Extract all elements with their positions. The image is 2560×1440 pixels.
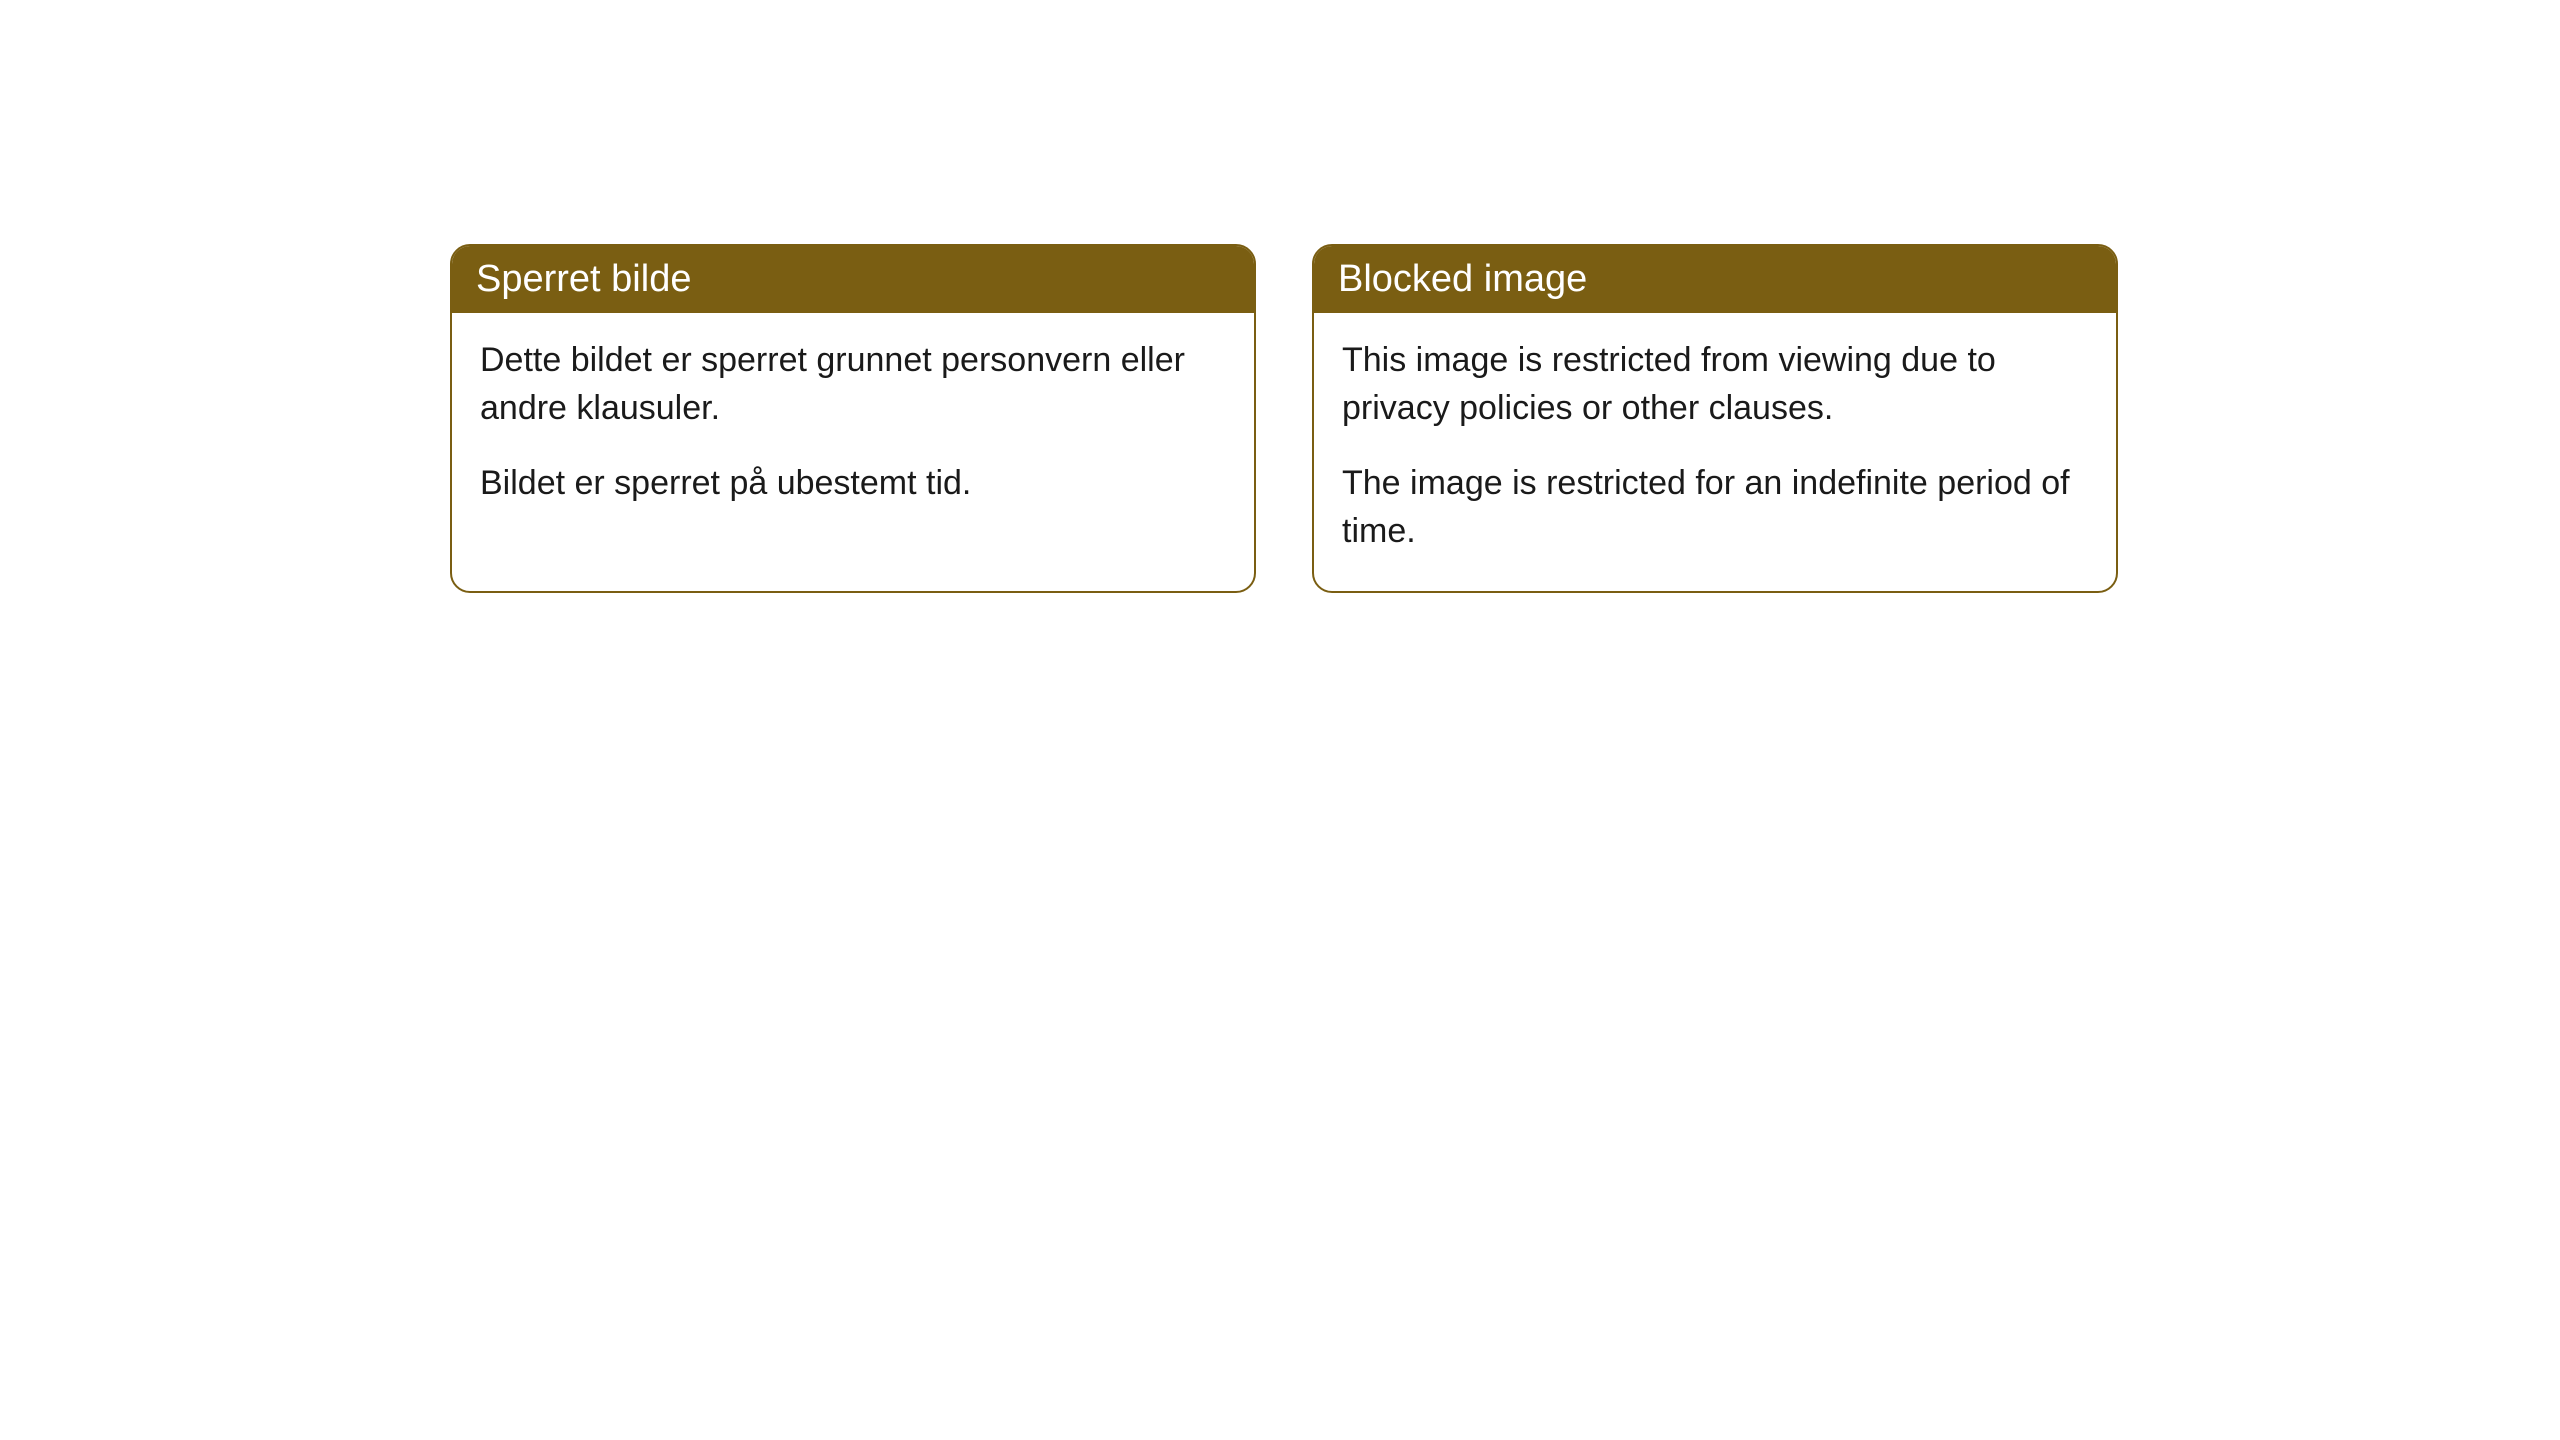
card-title: Sperret bilde (476, 258, 691, 300)
notice-cards-container: Sperret bilde Dette bildet er sperret gr… (450, 244, 2118, 593)
notice-card-english: Blocked image This image is restricted f… (1312, 244, 2118, 593)
card-title: Blocked image (1338, 258, 1587, 300)
card-paragraph-2: The image is restricted for an indefinit… (1342, 460, 2088, 555)
card-body-norwegian: Dette bildet er sperret grunnet personve… (452, 313, 1254, 544)
notice-card-norwegian: Sperret bilde Dette bildet er sperret gr… (450, 244, 1256, 593)
card-body-english: This image is restricted from viewing du… (1314, 313, 2116, 591)
card-paragraph-2: Bildet er sperret på ubestemt tid. (480, 460, 1226, 508)
card-paragraph-1: This image is restricted from viewing du… (1342, 337, 2088, 432)
card-header-norwegian: Sperret bilde (452, 246, 1254, 313)
card-header-english: Blocked image (1314, 246, 2116, 313)
card-paragraph-1: Dette bildet er sperret grunnet personve… (480, 337, 1226, 432)
